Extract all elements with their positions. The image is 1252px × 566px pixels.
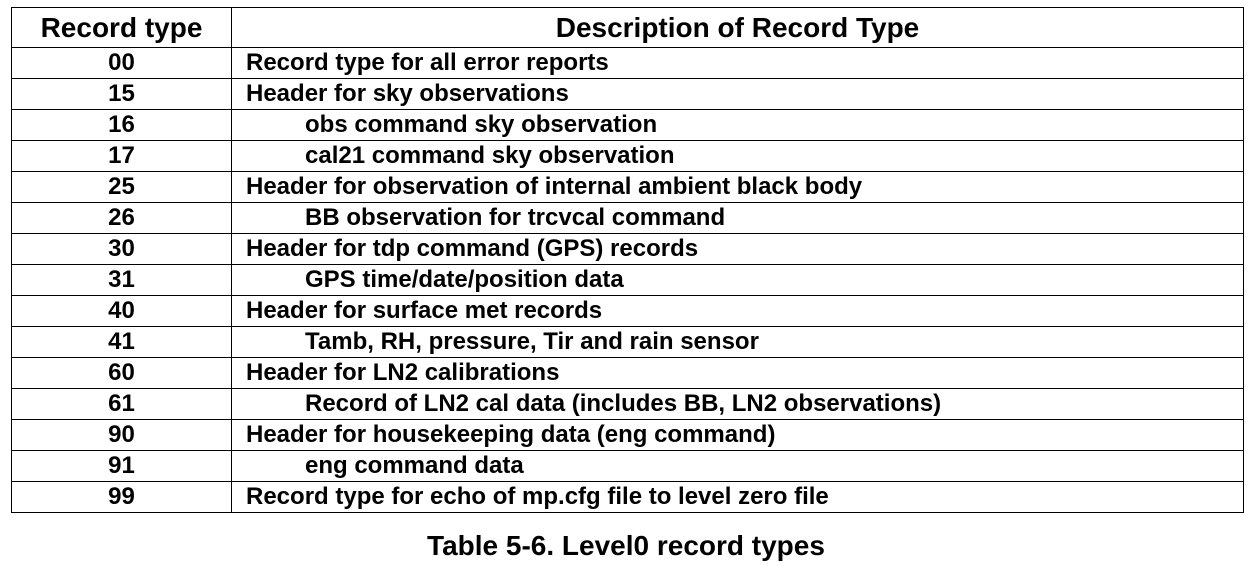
record-types-table: Record type Description of Record Type 0… xyxy=(11,7,1244,513)
table-row: 17 cal21 command sky observation xyxy=(11,140,1244,172)
record-type-code: 40 xyxy=(11,295,232,327)
table-row: 91 eng command data xyxy=(11,450,1244,482)
table-row: 15 Header for sky observations xyxy=(11,78,1244,110)
description-column-header: Description of Record Type xyxy=(231,7,1244,48)
table-row: 16 obs command sky observation xyxy=(11,109,1244,141)
table-caption: Table 5-6. Level0 record types xyxy=(427,530,825,561)
record-type-description: Tamb, RH, pressure, Tir and rain sensor xyxy=(231,326,1244,358)
table-row: 25 Header for observation of internal am… xyxy=(11,171,1244,203)
record-type-code: 25 xyxy=(11,171,232,203)
record-type-description: Record of LN2 cal data (includes BB, LN2… xyxy=(231,388,1244,420)
record-type-description: Record type for all error reports xyxy=(231,47,1244,79)
record-type-description: Header for sky observations xyxy=(231,78,1244,110)
table-row: 31 GPS time/date/position data xyxy=(11,264,1244,296)
record-type-code: 91 xyxy=(11,450,232,482)
record-type-code: 15 xyxy=(11,78,232,110)
record-type-code: 31 xyxy=(11,264,232,296)
record-type-code: 30 xyxy=(11,233,232,265)
table-header-row: Record type Description of Record Type xyxy=(11,7,1244,48)
table-row: 99 Record type for echo of mp.cfg file t… xyxy=(11,481,1244,513)
table-row: 90 Header for housekeeping data (eng com… xyxy=(11,419,1244,451)
record-type-description: cal21 command sky observation xyxy=(231,140,1244,172)
table-row: 26 BB observation for trcvcal command xyxy=(11,202,1244,234)
record-type-code: 26 xyxy=(11,202,232,234)
record-type-code: 61 xyxy=(11,388,232,420)
table-row: 30 Header for tdp command (GPS) records xyxy=(11,233,1244,265)
record-type-description: obs command sky observation xyxy=(231,109,1244,141)
record-type-description: Header for surface met records xyxy=(231,295,1244,327)
table-row: 61 Record of LN2 cal data (includes BB, … xyxy=(11,388,1244,420)
record-type-description: BB observation for trcvcal command xyxy=(231,202,1244,234)
record-type-code: 16 xyxy=(11,109,232,141)
record-type-description: Header for LN2 calibrations xyxy=(231,357,1244,389)
table-row: 60 Header for LN2 calibrations xyxy=(11,357,1244,389)
table-body: 00 Record type for all error reports 15 … xyxy=(11,47,1244,513)
record-type-column-header: Record type xyxy=(11,7,232,48)
record-type-code: 60 xyxy=(11,357,232,389)
table-row: 40 Header for surface met records xyxy=(11,295,1244,327)
record-type-description: eng command data xyxy=(231,450,1244,482)
record-type-code: 17 xyxy=(11,140,232,172)
table-row: 41 Tamb, RH, pressure, Tir and rain sens… xyxy=(11,326,1244,358)
record-type-description: Header for observation of internal ambie… xyxy=(231,171,1244,203)
table-row: 00 Record type for all error reports xyxy=(11,47,1244,79)
record-type-code: 00 xyxy=(11,47,232,79)
record-type-code: 41 xyxy=(11,326,232,358)
record-type-code: 99 xyxy=(11,481,232,513)
record-type-description: Header for housekeeping data (eng comman… xyxy=(231,419,1244,451)
record-type-code: 90 xyxy=(11,419,232,451)
record-type-description: Record type for echo of mp.cfg file to l… xyxy=(231,481,1244,513)
record-type-description: GPS time/date/position data xyxy=(231,264,1244,296)
record-type-description: Header for tdp command (GPS) records xyxy=(231,233,1244,265)
